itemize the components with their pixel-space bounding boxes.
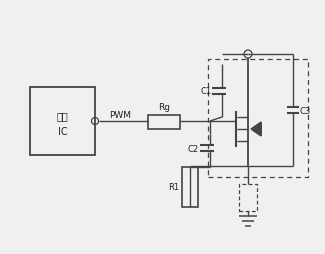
Polygon shape [251, 122, 261, 136]
Text: C2: C2 [188, 144, 199, 153]
Bar [30, 88, 95, 155]
Text: C1: C1 [201, 87, 212, 96]
Bar [208, 60, 308, 177]
Bar [182, 167, 198, 207]
Bar [239, 184, 257, 211]
Text: 电源: 电源 [57, 110, 68, 121]
Text: C3: C3 [299, 106, 311, 115]
Bar [148, 116, 180, 130]
Text: IC: IC [58, 126, 67, 136]
Text: R1: R1 [168, 183, 179, 192]
Text: PWM: PWM [109, 111, 131, 120]
Text: Rg: Rg [158, 103, 170, 112]
